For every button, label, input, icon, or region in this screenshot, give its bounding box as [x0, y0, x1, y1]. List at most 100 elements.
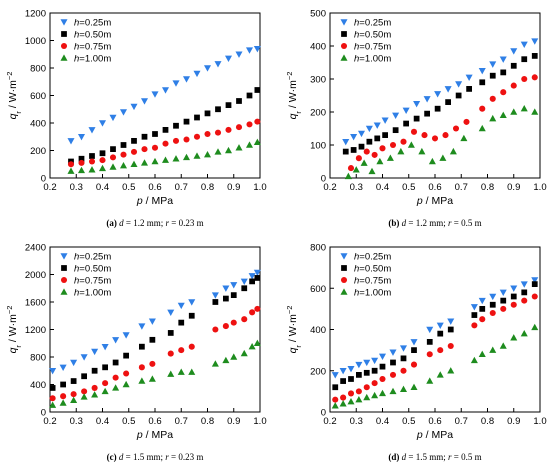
x-axis-label: p / MPa [136, 429, 173, 441]
data-point [119, 161, 128, 169]
data-point [246, 121, 253, 128]
data-point [407, 141, 415, 148]
data-point [355, 155, 362, 162]
data-point [389, 371, 397, 378]
data-point [499, 56, 507, 63]
data-point [378, 389, 387, 397]
data-point [225, 126, 232, 133]
data-point [161, 156, 170, 163]
y-tick-label: 2000 [25, 270, 46, 281]
series-0 [342, 38, 539, 146]
data-point [109, 154, 117, 161]
data-point [531, 53, 538, 59]
data-point [120, 142, 127, 148]
data-point [426, 351, 433, 358]
data-point [119, 109, 128, 116]
data-point [182, 153, 191, 161]
data-point [230, 292, 237, 299]
y-tick-label: 600 [30, 91, 46, 102]
data-point [381, 117, 389, 124]
data-point [460, 134, 468, 142]
data-point [510, 62, 517, 69]
data-point [347, 390, 355, 397]
x-tick-label: 0.6 [148, 416, 161, 427]
data-point [77, 166, 86, 174]
data-point [340, 394, 347, 401]
x-axis-label: p / MPa [416, 429, 453, 441]
data-point [122, 380, 130, 388]
data-point [463, 118, 470, 125]
legend-marker [340, 42, 348, 50]
series-0 [331, 277, 539, 379]
data-point [392, 127, 399, 134]
y-tick-label: 400 [30, 119, 46, 130]
data-point [510, 48, 518, 55]
data-point [70, 359, 78, 367]
data-point [447, 326, 454, 333]
data-point [151, 91, 159, 98]
data-point [466, 86, 473, 92]
y-tick-label: 800 [30, 64, 46, 75]
series-2 [347, 74, 538, 172]
x-tick-label: 0.4 [376, 416, 389, 427]
data-point [531, 38, 539, 45]
data-point [149, 336, 156, 343]
x-tick-label: 0.5 [402, 416, 415, 427]
data-point [478, 350, 486, 357]
data-point [91, 391, 99, 398]
x-tick-label: 0.6 [148, 182, 161, 193]
data-point [91, 367, 98, 374]
data-point [371, 380, 378, 387]
data-point [397, 147, 405, 155]
data-point [439, 154, 447, 161]
data-point [101, 343, 109, 351]
data-point [434, 91, 442, 98]
data-point [500, 89, 507, 96]
data-point [173, 122, 179, 129]
data-point [224, 146, 233, 154]
data-point [489, 301, 496, 308]
x-tick-label: 0.2 [43, 182, 56, 193]
panel-caption: (d) d = 1.5 mm; r = 0.5 m [388, 452, 481, 462]
data-point [500, 69, 507, 76]
data-point [392, 112, 400, 119]
data-point [499, 342, 507, 349]
data-point [413, 115, 420, 122]
legend-marker [60, 54, 68, 61]
legend-label: h=0.75m [74, 42, 111, 53]
data-point [379, 375, 386, 383]
data-point [230, 319, 237, 326]
data-point [193, 70, 201, 78]
data-point [49, 385, 56, 391]
data-point [531, 74, 538, 81]
data-point [193, 152, 201, 159]
legend-label: h=0.50m [74, 264, 111, 275]
data-point [379, 363, 386, 370]
data-point [194, 114, 200, 121]
data-point [358, 143, 365, 150]
data-point [149, 360, 156, 367]
legend-label: h=0.75m [354, 276, 391, 287]
data-point [520, 281, 528, 288]
data-point [389, 387, 397, 395]
x-tick-label: 0.5 [402, 182, 415, 193]
data-point [80, 354, 88, 361]
legend-marker [340, 288, 348, 295]
legend-marker [61, 265, 67, 271]
data-point [436, 371, 444, 378]
legend-label: h=0.75m [74, 276, 111, 287]
data-point [203, 150, 212, 158]
x-axis-label: p / MPa [136, 195, 173, 207]
data-point [489, 293, 497, 301]
data-point [98, 164, 107, 172]
y-tick-label: 2400 [25, 243, 46, 254]
series-0 [49, 269, 261, 375]
legend-marker [60, 288, 68, 295]
data-point [138, 364, 145, 371]
data-point [91, 384, 98, 391]
data-point [249, 309, 256, 316]
data-point [89, 153, 95, 159]
data-point [423, 96, 431, 103]
data-point [161, 87, 170, 94]
